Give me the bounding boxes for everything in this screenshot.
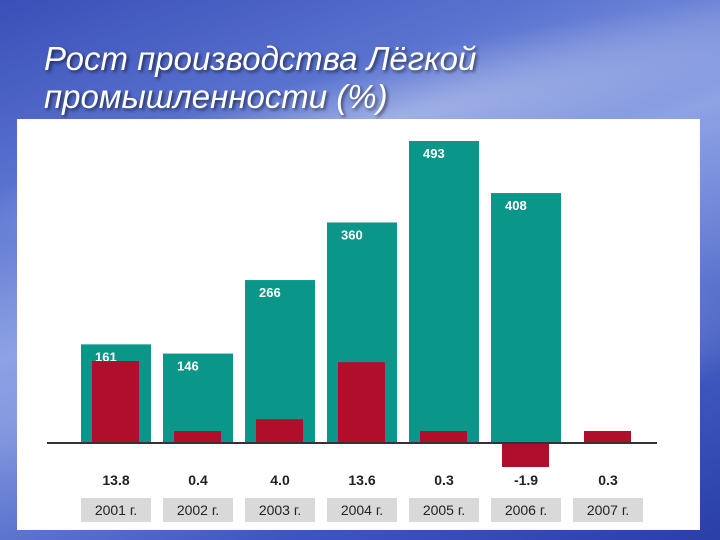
red-value-label: 0.3 [434, 472, 454, 488]
teal-bar-label: 360 [341, 227, 363, 242]
chart-panel: 161 13.8 2001 г. 146 0.4 2002 г. 266 4.0 2003 г.… [17, 119, 700, 530]
red-bar [420, 431, 467, 443]
red-bar [92, 361, 139, 443]
year-box [409, 498, 479, 522]
red-value-label: 13.6 [348, 472, 375, 488]
red-bar [174, 431, 221, 443]
teal-bar [245, 280, 315, 443]
teal-bar-label: 146 [177, 359, 199, 374]
red-value-label: 0.4 [188, 472, 208, 488]
year-box [327, 498, 397, 522]
year-label: 2003 г. [259, 502, 301, 518]
teal-bar [163, 353, 233, 443]
year-label: 2002 г. [177, 502, 219, 518]
title-line-2: промышленности (%) [44, 78, 388, 115]
year-box [81, 498, 151, 522]
year-label: 2006 г. [505, 502, 547, 518]
teal-bar-label: 266 [259, 285, 281, 300]
red-value-label: -1.9 [514, 472, 538, 488]
teal-bar [409, 141, 479, 443]
slide-title: Рост производства Лёгкой промышленности … [44, 40, 684, 116]
red-bar [502, 443, 549, 467]
year-box [245, 498, 315, 522]
red-value-label: 13.8 [102, 472, 129, 488]
year-label: 2005 г. [423, 502, 465, 518]
year-label: 2007 г. [587, 502, 629, 518]
teal-bar-label: 493 [423, 146, 445, 161]
year-label: 2001 г. [95, 502, 137, 518]
red-bar [338, 362, 385, 443]
year-box [491, 498, 561, 522]
red-value-label: 0.3 [598, 472, 618, 488]
teal-bar-label: 161 [95, 349, 117, 364]
year-box [163, 498, 233, 522]
teal-bar-label: 408 [505, 198, 527, 213]
bar-chart: 161 13.8 2001 г. 146 0.4 2002 г. 266 4.0 2003 г.… [47, 141, 657, 522]
red-bar [584, 431, 631, 443]
year-label: 2004 г. [341, 502, 383, 518]
red-bar [256, 419, 303, 443]
year-box [573, 498, 643, 522]
title-line-1: Рост производства Лёгкой [44, 40, 477, 77]
teal-bar [491, 193, 561, 443]
red-value-label: 4.0 [270, 472, 290, 488]
